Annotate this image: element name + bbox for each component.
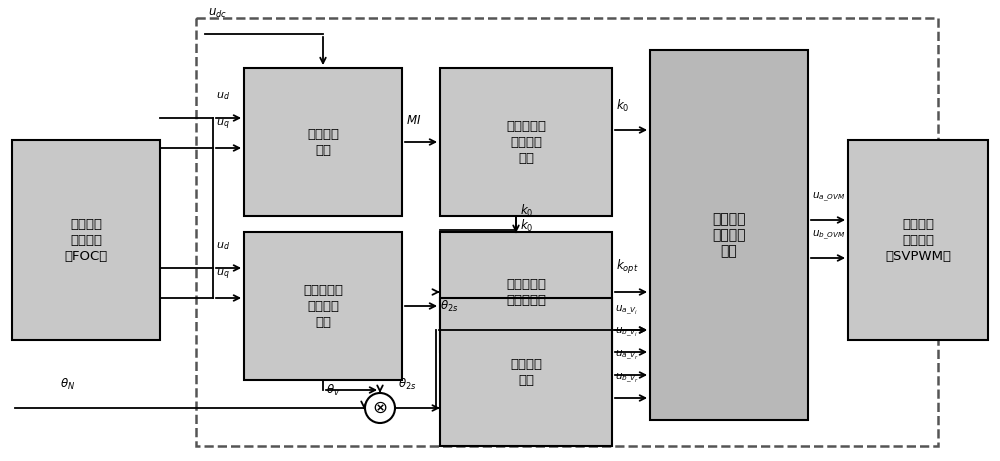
- Text: $u_d$: $u_d$: [216, 90, 230, 102]
- Text: $k_{opt}$: $k_{opt}$: [616, 258, 639, 276]
- Bar: [196, 18, 938, 446]
- Bar: [440, 68, 612, 216]
- Text: $\otimes$: $\otimes$: [372, 399, 388, 417]
- Text: $u_{b\_OVM}$: $u_{b\_OVM}$: [812, 229, 846, 242]
- Text: 叠加权重因: 叠加权重因: [506, 278, 546, 290]
- Text: 子初始值: 子初始值: [510, 136, 542, 148]
- Text: 矢量计算: 矢量计算: [70, 234, 102, 247]
- Text: 脉宽调制: 脉宽调制: [902, 234, 934, 247]
- Text: $u_{a\_V_r}$: $u_{a\_V_r}$: [615, 349, 639, 362]
- Text: $u_{dc}$: $u_{dc}$: [208, 7, 227, 20]
- Bar: [650, 50, 808, 420]
- Text: $u_q$: $u_q$: [216, 267, 230, 282]
- Text: 矢量加权: 矢量加权: [712, 228, 746, 242]
- Text: 计算: 计算: [518, 152, 534, 165]
- Text: 目标电压: 目标电压: [70, 218, 102, 230]
- Text: 量相位角: 量相位角: [307, 300, 339, 313]
- Text: $u_{a\_V_i}$: $u_{a\_V_i}$: [615, 304, 638, 317]
- Text: 空间矢量: 空间矢量: [902, 218, 934, 230]
- Text: $\theta_{2s}$: $\theta_{2s}$: [440, 299, 459, 314]
- Text: $k_0$: $k_0$: [616, 98, 629, 114]
- Text: $k_0$: $k_0$: [520, 203, 533, 219]
- Bar: [440, 298, 612, 446]
- Text: 参考电压: 参考电压: [712, 212, 746, 226]
- Bar: [244, 232, 402, 380]
- Text: $\theta_v$: $\theta_v$: [326, 383, 340, 398]
- Text: $k_0$: $k_0$: [520, 218, 533, 234]
- Text: 加权分量: 加权分量: [510, 357, 542, 371]
- Bar: [848, 140, 988, 340]
- Text: 叠加权重因: 叠加权重因: [506, 119, 546, 132]
- Text: 计算: 计算: [518, 373, 534, 386]
- Bar: [12, 140, 160, 340]
- Text: 子优化计算: 子优化计算: [506, 294, 546, 307]
- Bar: [440, 232, 612, 352]
- Text: 计算: 计算: [721, 244, 737, 258]
- Text: $u_d$: $u_d$: [216, 240, 230, 252]
- Text: $\theta_{2s}$: $\theta_{2s}$: [398, 377, 417, 392]
- Text: 目标电压矢: 目标电压矢: [303, 284, 343, 296]
- Text: $u_q$: $u_q$: [216, 118, 230, 132]
- Text: 计算: 计算: [315, 315, 331, 329]
- Text: $\theta_N$: $\theta_N$: [60, 377, 75, 392]
- Text: （SVPWM）: （SVPWM）: [885, 249, 951, 262]
- Text: 调制系数: 调制系数: [307, 128, 339, 141]
- Text: $u_{a\_OVM}$: $u_{a\_OVM}$: [812, 191, 845, 204]
- Text: （FOC）: （FOC）: [64, 249, 108, 262]
- Bar: [244, 68, 402, 216]
- Text: $u_{b\_V_r}$: $u_{b\_V_r}$: [615, 372, 639, 385]
- Text: 计算: 计算: [315, 143, 331, 156]
- Text: $u_{b\_V_i}$: $u_{b\_V_i}$: [615, 326, 638, 339]
- Circle shape: [365, 393, 395, 423]
- Text: $MI$: $MI$: [406, 113, 421, 126]
